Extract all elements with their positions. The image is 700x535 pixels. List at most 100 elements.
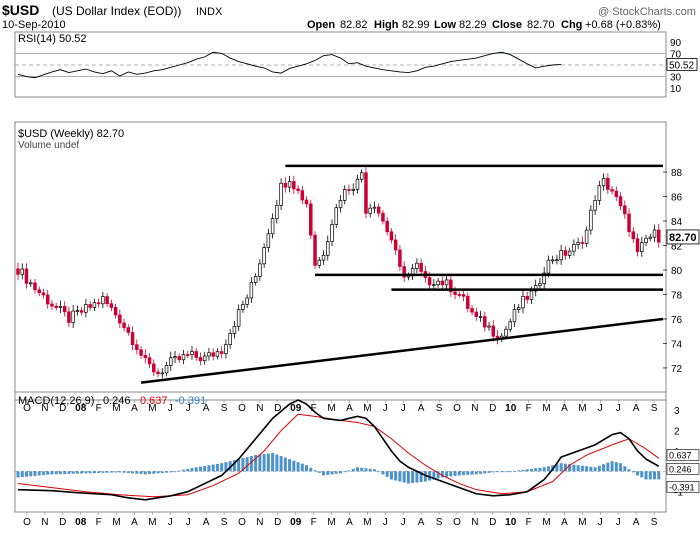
x-axis-label: O — [23, 403, 31, 414]
candle-body — [41, 292, 46, 296]
price-tick-label: 76 — [671, 315, 683, 326]
x-axis-label: J — [168, 517, 173, 528]
macd-histogram-bar — [343, 471, 347, 473]
candle-body — [92, 302, 97, 308]
macd-histogram-bar — [355, 467, 359, 472]
macd-histogram-bar — [636, 471, 640, 476]
x-axis-label: N — [256, 517, 263, 528]
macd-histogram-bar — [173, 471, 177, 473]
macd-histogram-bar — [262, 454, 266, 472]
x-axis-label: A — [633, 517, 640, 528]
price-tick-label: 80 — [671, 266, 683, 277]
x-axis-label: J — [616, 517, 621, 528]
x-axis-label: M — [148, 517, 156, 528]
macd-histogram-bar — [351, 468, 355, 472]
rsi-tick-label: 30 — [670, 73, 682, 84]
macd-histogram-bar — [576, 465, 580, 472]
open-label: Open — [307, 19, 335, 31]
x-axis-label: M — [327, 403, 335, 414]
x-axis-label: J — [168, 403, 173, 414]
macd-histogram-bar — [288, 459, 292, 472]
x-axis-label: J — [186, 517, 191, 528]
candle-body — [466, 295, 470, 309]
candle-body — [236, 309, 241, 327]
close-value: 82.70 — [527, 19, 555, 31]
candle-body — [487, 325, 491, 328]
candle-body — [453, 291, 457, 295]
candle-body — [224, 344, 228, 354]
macd-histogram-bar — [572, 464, 576, 472]
macd-histogram-bar — [538, 467, 542, 472]
candle-body — [130, 332, 135, 346]
macd-histogram-bar — [487, 471, 491, 473]
price-panel — [14, 121, 667, 401]
macd-histogram-bar — [402, 471, 406, 483]
macd-histogram-bar — [585, 466, 589, 472]
macd-histogram-bar — [474, 471, 478, 475]
macd-legend: MACD(12,26,9) — [18, 395, 94, 407]
macd-histogram-bar — [517, 470, 521, 472]
candle-body — [143, 355, 148, 359]
candle-body — [415, 262, 419, 269]
candle-body — [177, 356, 182, 361]
macd-last-box — [666, 463, 700, 475]
rsi-panel — [14, 31, 667, 98]
candle-body — [71, 310, 75, 323]
macd-histogram-bar — [169, 471, 173, 473]
candle-body — [381, 212, 385, 222]
rsi-tick-label: 90 — [670, 38, 682, 49]
x-axis-label: O — [453, 517, 461, 528]
macd-histogram-bar — [241, 458, 245, 472]
x-axis-label: D — [489, 517, 496, 528]
macd-histogram-bar — [559, 463, 563, 472]
macd-histogram-bar — [593, 467, 597, 472]
x-axis-label: D — [59, 517, 66, 528]
candle-body — [262, 247, 266, 265]
macd-histogram-bar — [63, 471, 67, 475]
candle-body — [593, 200, 597, 211]
candle-body — [279, 182, 283, 206]
x-axis-label: M — [542, 403, 550, 414]
candle-body — [164, 365, 169, 374]
candle-body — [563, 250, 568, 256]
x-axis-label: M — [578, 517, 586, 528]
macd-signal-line — [17, 413, 660, 498]
x-axis-label: S — [651, 403, 658, 414]
macd-histogram-bar — [160, 471, 164, 474]
macd-histogram-bar — [644, 471, 648, 480]
macd-histogram-bar — [368, 468, 372, 472]
candle-body — [359, 172, 364, 180]
x-axis-label: A — [418, 403, 425, 414]
candle-body — [631, 231, 636, 240]
candle-body — [597, 185, 602, 201]
candle-body — [54, 305, 58, 308]
candle-body — [529, 290, 534, 300]
macd-histogram-bar — [105, 471, 109, 473]
macd-histogram-bar — [220, 463, 224, 472]
macd-histogram-bar — [623, 466, 627, 472]
price-tick-label: 78 — [671, 290, 683, 301]
macd-histogram-bar — [198, 466, 202, 472]
x-axis-label: J — [186, 403, 191, 414]
candle-body — [491, 325, 496, 337]
macd-histogram-bar — [631, 471, 635, 473]
macd-histogram-bar — [181, 469, 185, 472]
candle-body — [198, 357, 203, 362]
macd-histogram-bar — [546, 466, 550, 472]
macd-histogram-bar — [203, 465, 207, 472]
macd-histogram-bar — [114, 471, 118, 473]
price-tick-label: 86 — [671, 193, 683, 204]
macd-histogram-bar — [283, 457, 287, 472]
macd-histogram-bar — [496, 471, 500, 473]
candle-body — [275, 205, 279, 219]
candle-body — [126, 327, 131, 333]
macd-histogram-bar — [50, 471, 54, 475]
macd-histogram-bar — [190, 468, 194, 472]
candle-body — [45, 294, 50, 305]
candle-body — [96, 302, 101, 305]
macd-histogram-bar — [309, 467, 313, 472]
candle-body — [398, 249, 402, 267]
candle-body — [618, 196, 623, 207]
candle-body — [372, 206, 377, 209]
